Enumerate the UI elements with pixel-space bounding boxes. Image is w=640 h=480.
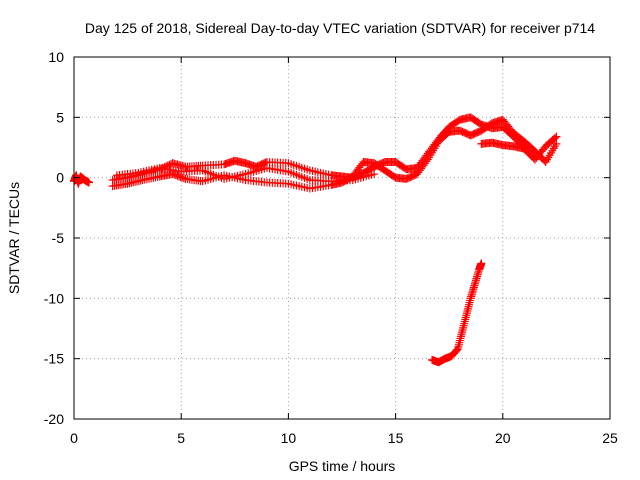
data-point [520,144,529,153]
x-tick-label: 15 [388,430,404,446]
data-point [370,170,379,179]
grid [74,57,610,419]
data-point [477,259,486,268]
x-tick-label: 25 [602,430,618,446]
x-tick-label: 20 [495,430,511,446]
y-tick-label: 5 [56,109,64,125]
y-tick-label: -10 [44,290,64,306]
series-track-3 [112,164,379,186]
x-axis-label: GPS time / hours [289,458,396,474]
data-point [85,178,94,187]
y-tick-label: -5 [52,230,65,246]
data-point [552,139,561,148]
chart-title: Day 125 of 2018, Sidereal Day-to-day VTE… [85,20,595,36]
series-drop-track [428,259,486,367]
data-point [551,133,560,142]
x-tick-label: 5 [177,430,185,446]
y-tick-label: 0 [56,170,64,186]
series-plateau [477,138,529,153]
data-point [552,132,561,141]
x-tick-label: 0 [70,430,78,446]
data-points [70,113,561,367]
y-tick-label: 10 [48,49,64,65]
series-track-2 [108,115,561,193]
y-axis-label: SDTVAR / TECUs [6,182,22,294]
axis-ticks: 0 5 10 15 20 25 -20 -15 -10 -5 0 5 10 [44,49,618,446]
data-point [179,174,188,183]
y-tick-label: -15 [44,351,64,367]
y-tick-label: -20 [44,411,64,427]
data-point [422,157,431,166]
x-tick-label: 10 [281,430,297,446]
series-cluster-a [70,171,94,188]
